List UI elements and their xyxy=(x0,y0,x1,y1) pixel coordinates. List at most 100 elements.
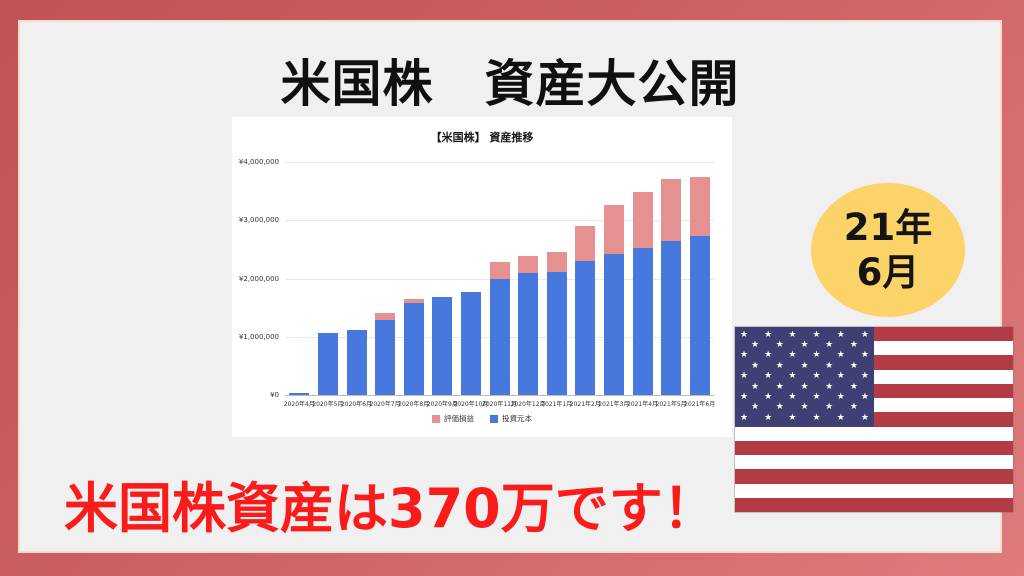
flag-star-row: ★ ★ ★ ★ ★ ★ xyxy=(740,372,869,381)
bar-segment-principal xyxy=(460,291,481,395)
star-icon: ★ xyxy=(812,371,821,382)
stacked-bar xyxy=(689,162,710,395)
page-title: 米国株 資産大公開 xyxy=(280,55,740,113)
stacked-bar xyxy=(317,162,338,395)
x-axis-tick-label: 2020年10月 xyxy=(453,401,489,408)
star-icon: ★ xyxy=(825,360,834,371)
y-axis-tick-label: ¥3,000,000 xyxy=(238,216,279,225)
x-axis-tick-label: 2020年9月 xyxy=(426,401,458,408)
stacked-bar xyxy=(518,162,539,395)
star-icon: ★ xyxy=(860,329,869,340)
bar-segment-principal xyxy=(375,320,396,395)
stacked-bar xyxy=(546,162,567,395)
star-icon: ★ xyxy=(740,392,749,403)
star-icon: ★ xyxy=(812,412,821,423)
star-icon: ★ xyxy=(860,412,869,423)
flag-star-row: ★ ★ ★ ★ ★ xyxy=(740,341,869,350)
star-icon: ★ xyxy=(764,392,773,403)
star-icon: ★ xyxy=(812,329,821,340)
star-icon: ★ xyxy=(849,402,858,413)
flag-stripe xyxy=(735,426,1013,441)
chart-legend: 評価損益 投資元本 xyxy=(232,413,732,424)
bar-segment-principal xyxy=(489,278,510,395)
x-axis-tick-label: 2020年12月 xyxy=(510,401,546,408)
x-axis-tick-label: 2021年3月 xyxy=(598,401,630,408)
chart-title: 【米国株】 資産推移 xyxy=(430,131,534,144)
star-icon: ★ xyxy=(800,402,809,413)
star-icon: ★ xyxy=(788,412,797,423)
star-icon: ★ xyxy=(764,329,773,340)
gridline xyxy=(285,220,714,222)
star-icon: ★ xyxy=(849,381,858,392)
star-icon: ★ xyxy=(740,412,749,423)
x-axis-tick-label: 2021年5月 xyxy=(655,401,687,408)
x-axis-tick-label: 2021年2月 xyxy=(569,401,601,408)
gridline xyxy=(285,395,714,396)
stacked-bar xyxy=(661,162,682,395)
star-icon: ★ xyxy=(788,329,797,340)
x-axis-tick-label: 2021年1月 xyxy=(541,401,573,408)
date-badge-month: 6月 xyxy=(856,251,920,294)
star-icon: ★ xyxy=(775,402,784,413)
star-icon: ★ xyxy=(788,350,797,361)
star-icon: ★ xyxy=(825,381,834,392)
y-axis-tick-label: ¥2,000,000 xyxy=(238,274,279,283)
flag-star-row: ★ ★ ★ ★ ★ ★ xyxy=(740,329,869,340)
bar-segment-principal xyxy=(518,272,539,395)
bar-segment-principal xyxy=(632,248,653,395)
bar-segment-gain xyxy=(603,205,624,255)
x-axis-tick-label: 2020年7月 xyxy=(369,401,401,408)
x-axis-tick-label: 2021年4月 xyxy=(626,401,659,408)
star-icon: ★ xyxy=(800,360,809,371)
x-axis-tick-label: 2020年5月 xyxy=(312,401,344,408)
stacked-bar xyxy=(575,162,596,395)
star-icon: ★ xyxy=(764,371,773,382)
y-axis-tick-label: ¥1,000,000 xyxy=(238,332,279,341)
star-icon: ★ xyxy=(836,350,845,361)
x-axis-tick-label: 2020年6月 xyxy=(340,401,373,408)
flag-stripe xyxy=(735,497,1013,513)
legend-item: 投資元本 xyxy=(490,413,532,424)
date-badge-year: 21年 xyxy=(843,205,933,249)
flag-stripe xyxy=(735,455,1013,470)
bar-segment-gain xyxy=(632,192,653,249)
legend-label: 投資元本 xyxy=(502,414,532,423)
star-icon: ★ xyxy=(740,329,749,340)
star-icon: ★ xyxy=(775,381,784,392)
y-axis-tick-label: ¥0 xyxy=(270,391,279,399)
star-icon: ★ xyxy=(860,350,869,361)
bar-segment-principal xyxy=(575,261,596,395)
bar-segment-gain xyxy=(489,261,510,279)
legend-swatch-icon xyxy=(432,414,440,423)
stacked-bar xyxy=(375,162,396,395)
bar-segment-principal xyxy=(432,297,453,395)
united-states-flag: ★ ★ ★ ★ ★ ★ ★ ★ ★ ★ ★ ★ ★ ★ ★ ★ ★ ★ ★ ★ ★ ★ ★ ★ ★ ★ ★ ★ ★ ★ ★ ★ ★ ★ ★ ★ ★ ★ ★ ★… xyxy=(735,327,1013,513)
flag-star-row: ★ ★ ★ ★ ★ ★ xyxy=(740,351,869,360)
flag-stripe xyxy=(735,483,1013,498)
star-icon: ★ xyxy=(740,350,749,361)
flag-star-row: ★ ★ ★ ★ ★ ★ xyxy=(740,393,869,402)
x-axis-tick-label: 2020年4月 xyxy=(283,401,315,408)
y-axis-tick-label: ¥4,000,000 xyxy=(238,158,279,166)
star-icon: ★ xyxy=(751,340,760,351)
flag-stripe xyxy=(735,440,1013,456)
star-icon: ★ xyxy=(860,392,869,403)
bar-segment-gain xyxy=(575,225,596,262)
star-icon: ★ xyxy=(825,402,834,413)
date-badge: 21年 6月 xyxy=(811,183,965,317)
star-icon: ★ xyxy=(788,392,797,403)
flag-stripe xyxy=(735,469,1013,484)
bar-segment-gain xyxy=(375,313,396,321)
flag-star-row: ★ ★ ★ ★ ★ ★ xyxy=(740,412,869,423)
inner-panel: 米国株 資産大公開 【米国株】 資産推移 ¥4,000,000 ¥3,000,00… xyxy=(18,20,1002,553)
star-icon: ★ xyxy=(764,350,773,361)
stacked-bar xyxy=(489,162,510,395)
bar-segment-gain xyxy=(403,298,424,303)
bar-segment-principal xyxy=(546,271,567,395)
star-icon: ★ xyxy=(751,360,760,371)
star-icon: ★ xyxy=(800,340,809,351)
star-icon: ★ xyxy=(836,412,845,423)
caption-text: 米国株資産は370万です！ xyxy=(64,477,717,540)
star-icon: ★ xyxy=(812,392,821,403)
star-icon: ★ xyxy=(751,381,760,392)
